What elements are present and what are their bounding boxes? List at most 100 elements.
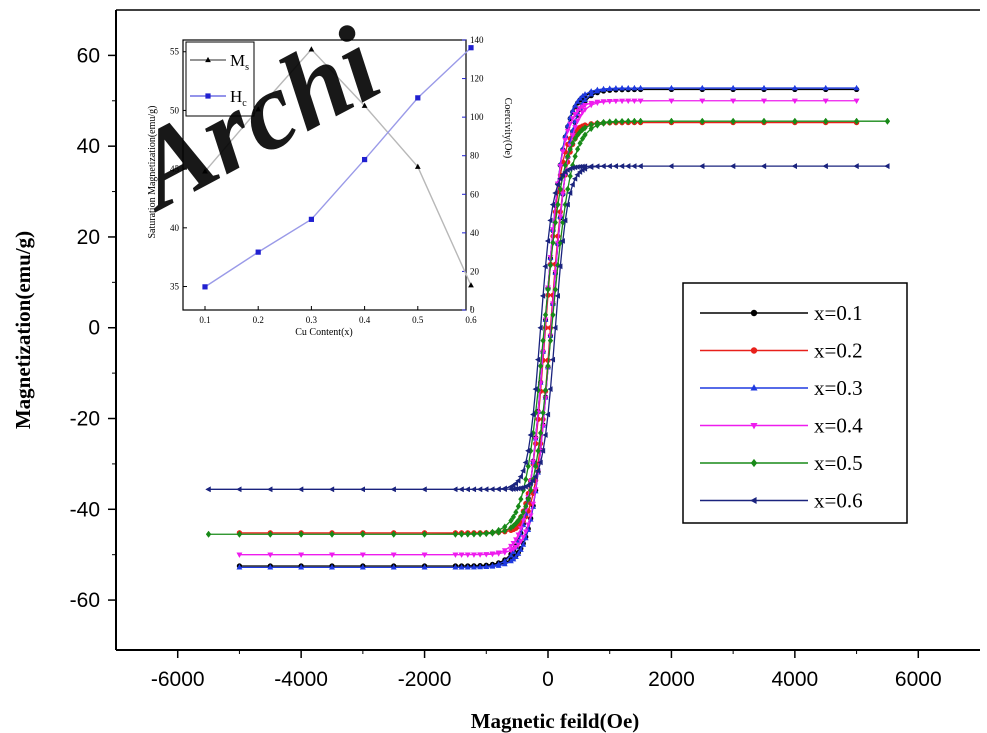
series-point [520, 518, 527, 524]
series-point [565, 152, 571, 160]
series-point [554, 181, 560, 188]
series-point [625, 117, 631, 125]
series-point [477, 530, 483, 538]
series-point [532, 436, 539, 442]
series-point [517, 526, 524, 532]
series-point [489, 528, 496, 536]
series-point [452, 530, 459, 538]
series-point [542, 386, 549, 394]
series-point [853, 163, 859, 170]
series-point [390, 486, 396, 493]
inset-series-H [202, 45, 474, 290]
series-point [532, 473, 538, 480]
series-point [562, 137, 569, 144]
series-point [668, 84, 675, 91]
series-point [501, 548, 508, 554]
series-point [421, 530, 428, 538]
series-point [559, 191, 566, 197]
series-point [533, 462, 539, 470]
series-point [530, 411, 536, 418]
series-point [853, 117, 860, 125]
series-point [236, 564, 243, 570]
series-point [459, 530, 465, 538]
series-point [501, 485, 507, 492]
series-point [458, 552, 465, 558]
series-point [792, 117, 798, 125]
inset-right-tick-label: 40 [470, 228, 480, 238]
series-point [477, 552, 483, 558]
inset-y-tick-label: 45 [170, 164, 180, 174]
inset-right-tick-label: 100 [470, 112, 484, 122]
series-point [476, 486, 483, 493]
series-point [530, 477, 536, 484]
series-point [545, 362, 551, 370]
series-point [236, 530, 243, 538]
series-point [489, 562, 496, 568]
series-point [535, 386, 541, 394]
series-point [730, 163, 736, 170]
series-point [517, 546, 524, 552]
series-point [535, 467, 541, 474]
inset-y-tick-label: 35 [170, 282, 180, 292]
series-point [594, 163, 600, 170]
inset-series-point [468, 282, 474, 288]
series-point [539, 447, 546, 454]
inset-series-point [255, 249, 261, 255]
inset-right-tick-label: 120 [470, 74, 484, 84]
series-point [631, 98, 638, 104]
inset-right-tick-label: 20 [470, 266, 480, 276]
series-point [547, 217, 553, 224]
series-point [520, 535, 527, 541]
series-point [525, 522, 532, 528]
series-point [557, 163, 564, 170]
series-point [532, 386, 538, 392]
series-point [502, 527, 508, 535]
series-point [483, 486, 489, 493]
series-point [496, 526, 502, 534]
series-point [582, 96, 588, 103]
series-point [607, 118, 613, 126]
series-point [557, 214, 564, 220]
series-point [552, 286, 559, 293]
inset-series-point [361, 102, 368, 108]
inset-right-tick-label: 140 [470, 35, 484, 45]
series-point [579, 135, 586, 142]
series-point [619, 85, 625, 91]
inset-y-tick-label: 40 [170, 223, 180, 233]
x-tick-label: -2000 [398, 668, 452, 691]
series-point [267, 564, 274, 570]
main-legend [682, 282, 908, 524]
series-point [791, 163, 797, 170]
inset-legend-marker [205, 93, 211, 99]
series-point [508, 558, 514, 564]
series-point [594, 119, 600, 127]
inset-right-tick-label: 80 [470, 151, 480, 161]
inset-x-tick-label: 0.4 [359, 315, 371, 325]
inset-left-axis-title: Saturation Magnetization(emu/g) [147, 105, 158, 238]
legend-label: x=0.1 [814, 301, 863, 325]
inset-frame [182, 39, 467, 311]
y-tick-label: -40 [70, 498, 100, 521]
series-point [537, 362, 544, 370]
series-point [465, 530, 471, 538]
series-point [452, 486, 458, 493]
series-point [668, 98, 675, 104]
series-point [552, 190, 558, 196]
series-point [542, 311, 549, 319]
series-point [574, 171, 580, 178]
series-point [579, 93, 586, 99]
series-point [822, 84, 829, 91]
legend-label: x=0.4 [814, 414, 863, 438]
series-point [502, 523, 508, 531]
series-point [572, 175, 578, 182]
series-point [559, 171, 565, 178]
series-point [544, 238, 551, 244]
series-point [567, 172, 573, 180]
series-point [577, 113, 583, 120]
series-point [577, 95, 583, 101]
series-point [530, 429, 536, 437]
series-point [483, 552, 490, 558]
series-point [390, 564, 397, 570]
inset-series-point [362, 156, 368, 163]
